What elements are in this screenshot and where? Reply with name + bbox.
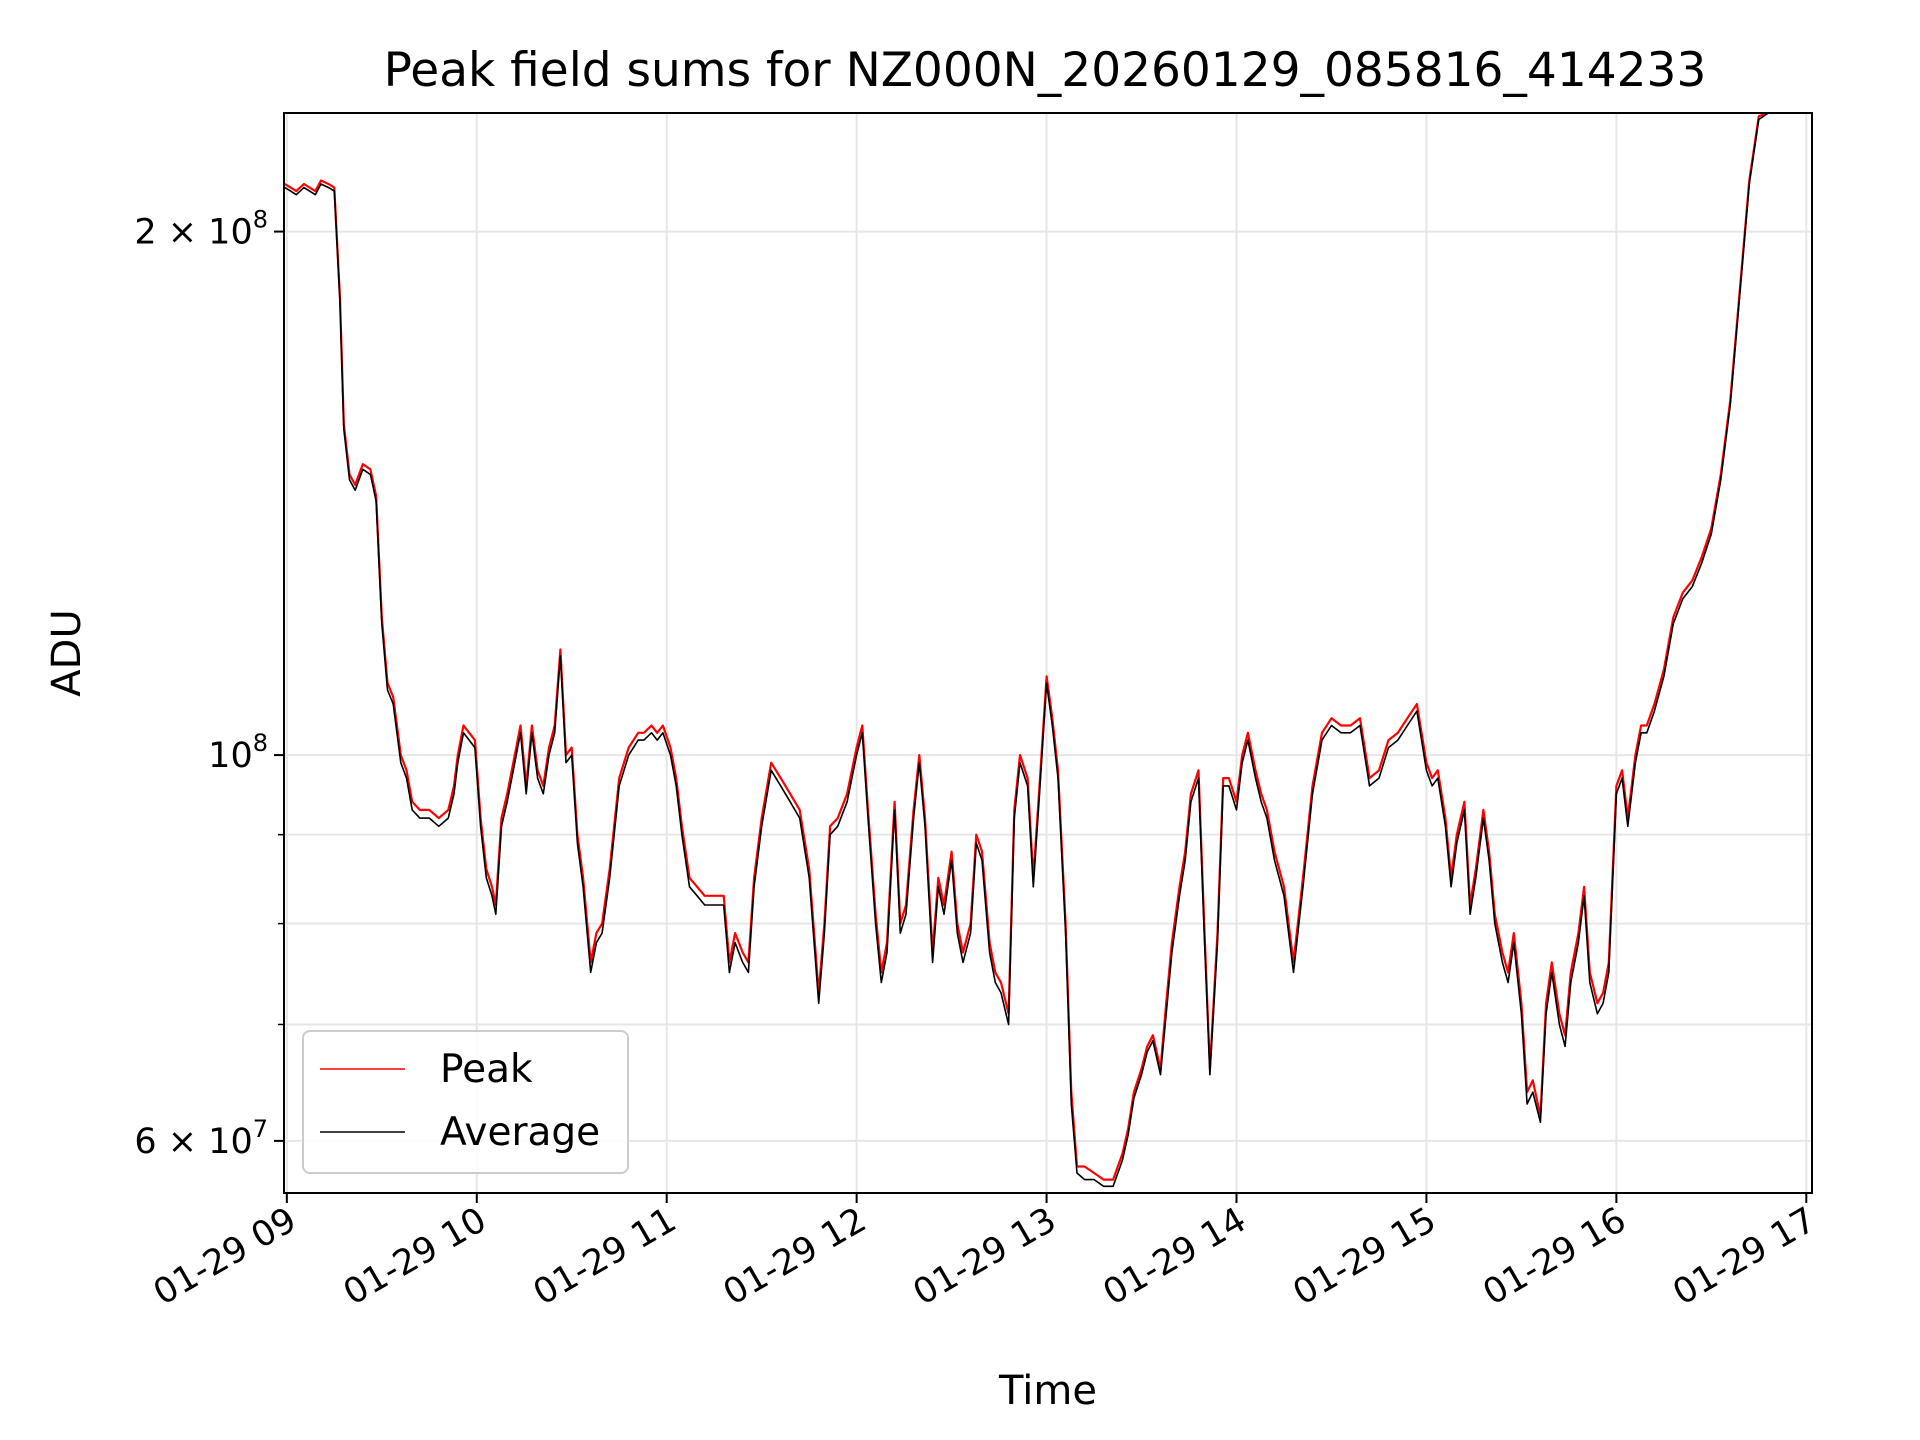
x-axis-label: Time	[998, 1368, 1097, 1414]
chart-title: Peak field sums for NZ000N_20260129_0858…	[384, 43, 1707, 98]
plot-frame	[283, 112, 1813, 1194]
legend-peak-label: Peak	[440, 1047, 533, 1092]
legend-box	[302, 1030, 629, 1174]
y-axis-ticks: 2 × 108 108 6 × 107	[134, 206, 284, 1162]
y-tick-label: 6 × 107	[134, 1115, 268, 1162]
series-line-average	[284, 112, 1769, 1188]
legend: Peak Average	[302, 1030, 629, 1174]
y-tick-label: 2 × 108	[134, 206, 268, 253]
series-layer	[284, 111, 1769, 1188]
grid	[284, 113, 1812, 1193]
series-line-peak	[284, 111, 1769, 1181]
legend-average-label: Average	[440, 1110, 600, 1155]
y-axis-label: ADU	[44, 609, 90, 696]
y-tick-label: 108	[208, 729, 268, 776]
